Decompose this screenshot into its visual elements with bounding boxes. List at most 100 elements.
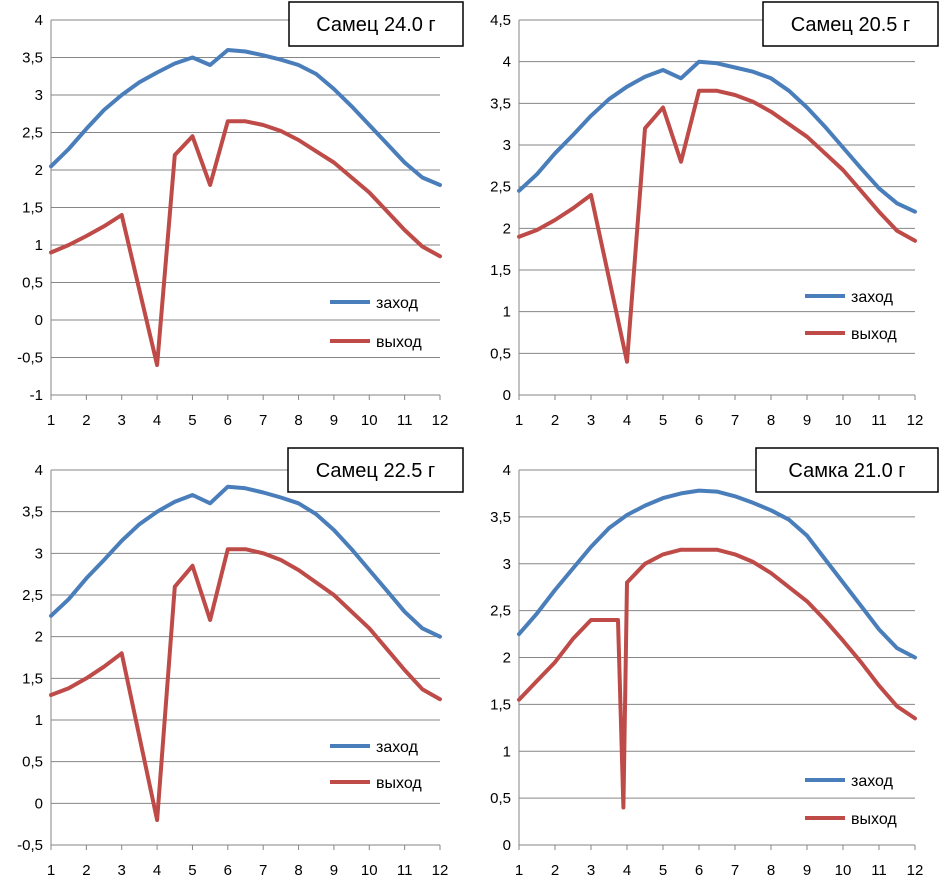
x-tick-label: 8: [767, 862, 775, 879]
y-tick-label: 4: [503, 54, 511, 71]
x-tick-label: 5: [188, 862, 196, 879]
x-tick-label: 11: [871, 862, 887, 879]
x-tick-label: 7: [731, 862, 739, 879]
x-tick-label: 6: [695, 862, 703, 879]
y-tick-label: 0,5: [490, 790, 511, 807]
series-line-vykhod: [49, 119, 442, 367]
x-tick-label: 10: [835, 862, 852, 879]
chart-title-box: [755, 447, 939, 493]
y-tick-label: 3: [503, 137, 511, 154]
x-tick-label: 1: [47, 412, 55, 429]
y-tick-label: 1: [35, 712, 43, 729]
legend-label: заход: [851, 773, 894, 790]
y-tick-label: 3: [35, 87, 43, 104]
y-tick-label: 1: [503, 304, 511, 321]
series-line-zakhod: [49, 484, 442, 639]
chart-panel-3: -0,500,511,522,533,541 2 3 4 5 6 7 8 9 10 11 12захо…: [17, 447, 464, 879]
x-tick-label: 12: [907, 862, 924, 879]
x-tick-label: 6: [224, 862, 232, 879]
y-tick-label: 2: [35, 162, 43, 179]
series-line-zakhod: [517, 488, 917, 660]
chart-title: Самка 21.0 г: [788, 460, 905, 482]
x-tick-label: 2: [551, 862, 559, 879]
chart-title-box: [762, 1, 939, 47]
legend-label: заход: [851, 289, 894, 306]
x-tick-label: 6: [695, 412, 703, 429]
y-tick-label: 3,5: [490, 509, 511, 526]
legend-label: выход: [851, 326, 897, 343]
y-tick-label: 0,5: [22, 754, 43, 771]
y-tick-label: 4: [35, 462, 43, 479]
series-line-vykhod: [517, 547, 917, 810]
y-tick-label: 0: [35, 312, 43, 329]
x-tick-label: 7: [259, 412, 267, 429]
x-tick-label: 10: [361, 412, 378, 429]
legend-label: заход: [376, 295, 419, 312]
x-tick-label: 2: [82, 412, 90, 429]
x-tick-label: 5: [659, 862, 667, 879]
chart-title-box: [288, 1, 464, 47]
x-tick-label: 8: [767, 412, 775, 429]
chart-panel-1: -1-0,500,511,522,533,541 2 3 4 5 6 7 8 9 10 11 12за…: [17, 1, 464, 429]
legend-label: выход: [376, 334, 422, 351]
y-tick-label: 1: [503, 743, 511, 760]
x-tick-label: 1: [515, 412, 523, 429]
legend-label: выход: [376, 775, 422, 792]
x-tick-label: 7: [259, 862, 267, 879]
series-line-vykhod: [517, 88, 917, 364]
x-tick-label: 9: [803, 862, 811, 879]
chart-title-box: [287, 447, 464, 493]
x-tick-label: 3: [587, 862, 595, 879]
y-tick-label: 1,5: [490, 262, 511, 279]
series-line-zakhod: [517, 59, 917, 214]
y-tick-label: 3: [35, 545, 43, 562]
y-tick-label: 2,5: [22, 587, 43, 604]
x-tick-label: 11: [871, 412, 887, 429]
x-tick-label: 7: [731, 412, 739, 429]
legend-label: заход: [376, 739, 419, 756]
x-tick-label: 9: [330, 412, 338, 429]
x-tick-label: 2: [551, 412, 559, 429]
y-tick-label: 0: [35, 795, 43, 812]
x-tick-label: 4: [153, 862, 161, 879]
x-tick-label: 12: [907, 412, 924, 429]
chart-title: Самец 20.5 г: [791, 14, 910, 36]
x-tick-label: 3: [118, 862, 126, 879]
x-tick-label: 11: [397, 862, 413, 879]
y-tick-label: 2: [503, 220, 511, 237]
y-tick-label: 1,5: [490, 696, 511, 713]
x-tick-label: 8: [294, 862, 302, 879]
x-tick-label: 10: [361, 862, 378, 879]
y-tick-label: 0: [503, 837, 511, 854]
chart-title: Самец 22.5 г: [316, 460, 435, 482]
legend-label: выход: [851, 811, 897, 828]
y-tick-label: -1: [30, 387, 43, 404]
y-tick-label: 2,5: [22, 125, 43, 142]
x-tick-label: 3: [118, 412, 126, 429]
y-tick-label: 3: [503, 556, 511, 573]
x-tick-label: 11: [397, 412, 413, 429]
y-tick-label: 1,5: [22, 200, 43, 217]
series-line-vykhod: [49, 547, 442, 822]
y-tick-label: 4,5: [490, 12, 511, 29]
y-tick-label: -0,5: [17, 350, 43, 367]
y-tick-label: 3,5: [22, 504, 43, 521]
y-tick-label: 2: [503, 650, 511, 667]
x-tick-label: 4: [623, 412, 631, 429]
x-tick-label: 8: [294, 412, 302, 429]
y-tick-label: -0,5: [17, 837, 43, 854]
y-tick-label: 4: [503, 462, 511, 479]
chart-panel-2: 00,511,522,533,544,51 2 3 4 5 6 7 8 9 10 11 12заход…: [490, 1, 939, 429]
x-tick-label: 12: [432, 412, 449, 429]
chart-title: Самец 24.0 г: [316, 14, 435, 36]
x-tick-label: 6: [224, 412, 232, 429]
series-line-zakhod: [49, 48, 442, 187]
y-tick-label: 4: [35, 12, 43, 29]
y-tick-label: 3,5: [22, 50, 43, 67]
x-tick-label: 9: [803, 412, 811, 429]
y-tick-label: 2,5: [490, 603, 511, 620]
y-tick-label: 2: [35, 629, 43, 646]
chart-panel-4: 00,511,522,533,541 2 3 4 5 6 7 8 9 10 11 12заходвых…: [490, 447, 939, 879]
x-tick-label: 3: [587, 412, 595, 429]
